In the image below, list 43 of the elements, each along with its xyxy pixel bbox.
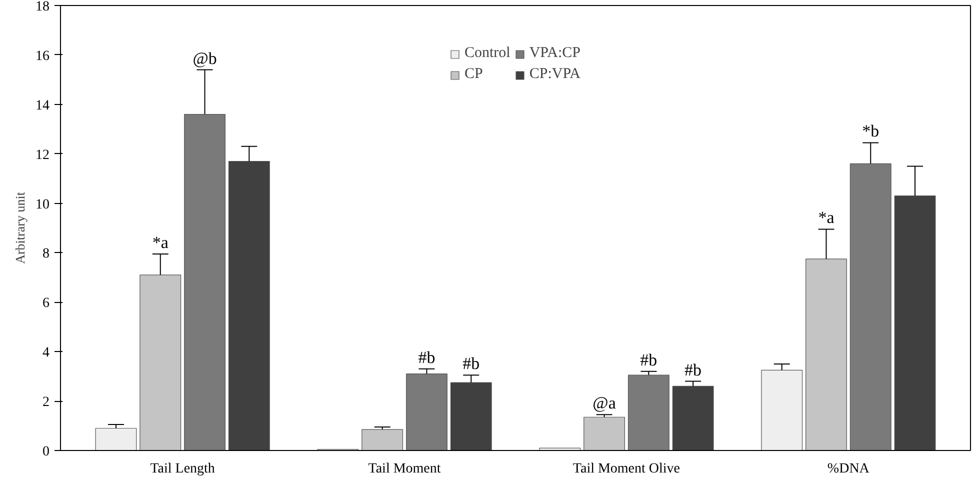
data-label: #b [640, 350, 658, 370]
bar [894, 196, 936, 450]
y-axis-title: Arbitrary unit [12, 192, 28, 264]
bar [761, 370, 803, 450]
bar [539, 448, 581, 450]
legend-label: VPA:CP [529, 45, 580, 62]
data-label: #b [462, 354, 480, 374]
legend-label: Control [464, 45, 510, 62]
y-tick-label: 0 [42, 444, 50, 460]
bar [406, 374, 448, 450]
y-tick-label: 14 [36, 98, 50, 114]
bar [628, 374, 670, 450]
y-tick-label: 6 [42, 296, 50, 312]
legend-label: CP:VPA [529, 66, 580, 83]
data-label: @b [192, 48, 217, 68]
bar [672, 386, 714, 450]
data-label: *a [152, 232, 169, 252]
legend-label: CP [464, 66, 484, 83]
bar [140, 274, 182, 450]
y-tick-label: 18 [36, 0, 50, 14]
y-tick-label: 10 [36, 197, 50, 212]
data-label: *b [862, 122, 880, 141]
x-tick-label: Tail Moment Olive [572, 462, 680, 476]
bar [228, 160, 270, 450]
x-tick-label: %DNA [827, 462, 870, 476]
bar [806, 258, 847, 450]
bar [584, 416, 625, 450]
y-tick-label: 2 [42, 395, 50, 410]
data-label: #b [418, 348, 436, 367]
bar [362, 429, 404, 450]
bar [95, 428, 137, 450]
y-tick-label: 12 [36, 148, 50, 163]
y-tick-label: 8 [42, 246, 50, 262]
x-tick-label: Tail Length [150, 462, 215, 476]
bar [850, 163, 892, 450]
data-label: @a [592, 394, 616, 413]
data-label: #b [684, 360, 702, 380]
y-tick-label: 4 [42, 346, 50, 361]
x-tick-label: Tail Moment [368, 462, 441, 476]
bar [450, 382, 492, 450]
y-tick-label: 16 [36, 48, 50, 64]
data-label: *a [818, 208, 835, 228]
bar [184, 114, 226, 450]
